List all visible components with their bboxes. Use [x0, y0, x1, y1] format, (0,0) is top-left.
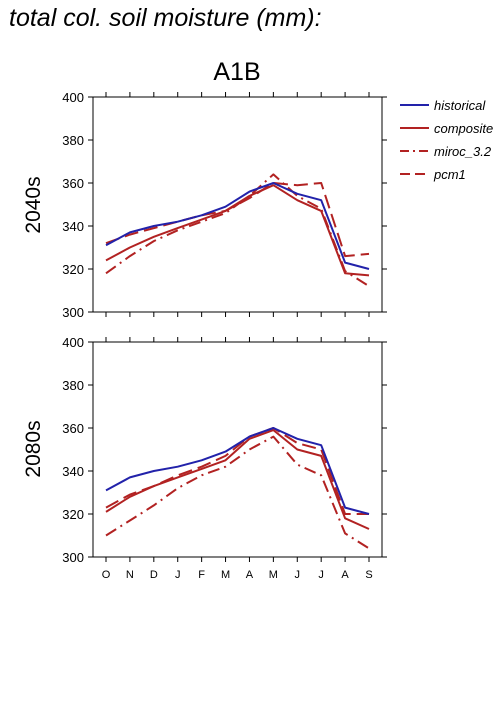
- x-tick-label: M: [269, 569, 278, 581]
- legend: historical composite miroc_3.2 pcm1: [400, 98, 493, 182]
- x-tick-label: S: [365, 569, 372, 581]
- page-title: total col. soil moisture (mm):: [9, 4, 322, 32]
- y-tick-label: 360: [62, 421, 84, 436]
- y-tick-label: 300: [62, 550, 84, 565]
- plot-frame: [92, 96, 383, 313]
- row-label: 2040s: [22, 176, 45, 233]
- x-tick-label: J: [175, 569, 181, 581]
- x-tick-label: A: [246, 569, 254, 581]
- legend-entry: pcm1: [433, 167, 466, 182]
- y-tick-label: 300: [62, 305, 84, 320]
- x-tick-label: J: [295, 569, 301, 581]
- series-line-pcm1: [105, 182, 370, 258]
- series-line-pcm1: [105, 427, 369, 515]
- y-tick-label: 340: [62, 219, 84, 234]
- x-tick-label: J: [318, 569, 324, 581]
- series-line-composite: [105, 429, 370, 530]
- y-tick-label: 320: [62, 262, 84, 277]
- series-line-composite: [105, 184, 370, 277]
- x-tick-label: A: [341, 569, 349, 581]
- y-tick-label: 360: [62, 176, 84, 191]
- legend-entry: historical: [434, 98, 486, 113]
- x-tick-label: N: [126, 569, 134, 581]
- plot-frame: [92, 341, 383, 558]
- y-tick-label: 400: [62, 335, 84, 350]
- x-tick-label: D: [150, 569, 158, 581]
- y-tick-label: 320: [62, 507, 84, 522]
- panel-title-a1b: A1B: [213, 58, 260, 86]
- legend-entry: composite: [434, 121, 493, 136]
- panel-2080s: 300 320 340 360 380 400 O N D J F M A M J J A S 2080s: [22, 335, 387, 581]
- x-tick-label: M: [221, 569, 230, 581]
- y-tick-label: 400: [62, 90, 84, 105]
- y-tick-label: 380: [62, 133, 84, 148]
- series-line-historical: [105, 427, 370, 515]
- series-line-miroc-3-2: [105, 435, 370, 550]
- panel-2040s: 300 320 340 360 380 400 2040s: [22, 90, 387, 320]
- series-line-historical: [105, 182, 370, 270]
- x-tick-label: O: [102, 569, 111, 581]
- y-tick-label: 340: [62, 464, 84, 479]
- y-tick-label: 380: [62, 378, 84, 393]
- row-label: 2080s: [22, 420, 45, 477]
- legend-entry: miroc_3.2: [434, 144, 492, 159]
- x-tick-label: F: [198, 569, 205, 581]
